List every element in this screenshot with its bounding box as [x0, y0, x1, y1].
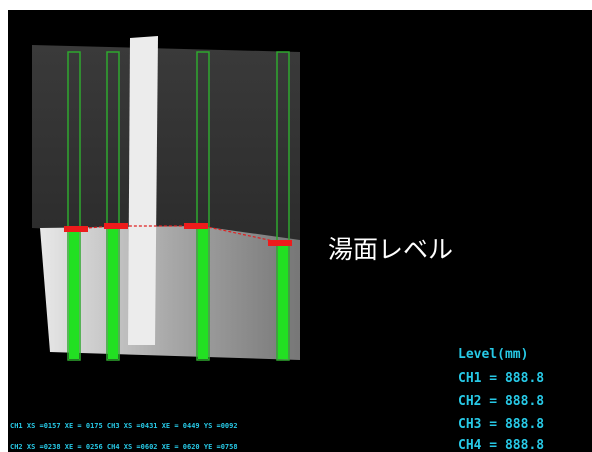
channel-box [67, 51, 81, 361]
status-line: CH1 XS =0157 XE = 0175 CH3 XS =0431 XE =… [10, 422, 238, 430]
annotation: 湯面レベル [328, 235, 453, 264]
channel-level [108, 226, 118, 359]
panel-title: Level(mm) [458, 347, 528, 362]
panel-row: CH2 = 888.8 [458, 394, 544, 409]
channel-box [276, 51, 290, 361]
panel-row: CH1 = 888.8 [458, 371, 544, 386]
level-markers [64, 223, 292, 246]
level-marker [268, 240, 292, 246]
status-line: CH2 XS =0238 XE = 0256 CH4 XS =0602 XE =… [10, 443, 238, 451]
channel-box [106, 51, 120, 361]
channel-boxes [67, 51, 290, 361]
channel-level [198, 226, 208, 359]
channel-level [278, 244, 288, 359]
level-marker [184, 223, 208, 229]
level-marker [64, 226, 88, 232]
channel-box [196, 51, 210, 361]
panel-row: CH3 = 888.8 [458, 417, 544, 432]
level-marker [104, 223, 128, 229]
channel-levels [69, 226, 288, 359]
panel-row: CH4 = 888.8 [458, 438, 544, 452]
upper-image [32, 45, 300, 240]
level-line [73, 225, 284, 244]
lower-image [40, 226, 300, 360]
channel-level [69, 229, 79, 359]
bright-strip [128, 36, 158, 345]
